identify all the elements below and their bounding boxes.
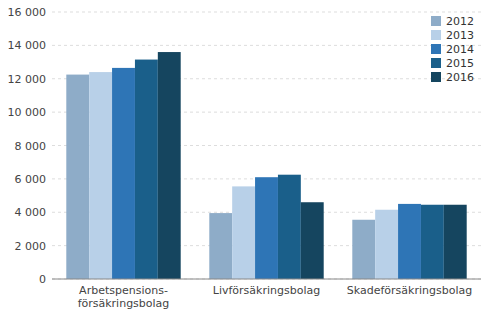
x-axis-line — [52, 279, 481, 280]
grid-line — [52, 45, 481, 46]
x-tick-label: Livförsäkringsbolag — [213, 284, 320, 297]
y-tick-label: 16 000 — [8, 6, 47, 19]
bar — [278, 175, 301, 279]
bar — [209, 213, 232, 279]
bars — [66, 52, 466, 279]
y-tick-label: 12 000 — [8, 73, 47, 86]
bar — [89, 72, 112, 279]
legend-swatch — [431, 30, 441, 40]
y-tick-label: 0 — [39, 273, 46, 286]
bar — [375, 210, 398, 279]
bar — [135, 60, 158, 279]
x-tick-label: Arbetspensions-försäkringsbolag — [78, 284, 170, 310]
x-tick-label-line: Livförsäkringsbolag — [213, 284, 320, 297]
x-tick-label: Skadeförsäkringsbolag — [347, 284, 472, 297]
bar — [444, 205, 467, 279]
x-tick-label-line: Arbetspensions- — [79, 284, 168, 297]
y-tick-label: 6 000 — [15, 173, 47, 186]
legend-label: 2016 — [446, 71, 474, 84]
legend-swatch — [431, 16, 441, 26]
y-tick-label: 10 000 — [8, 106, 47, 119]
bar — [232, 186, 255, 279]
x-tick-label-line: försäkringsbolag — [78, 297, 170, 310]
legend-swatch — [431, 44, 441, 54]
grid-line — [52, 279, 481, 280]
bar — [158, 52, 181, 279]
bar — [66, 75, 89, 279]
y-tick-label: 8 000 — [15, 140, 47, 153]
y-tick-label: 2 000 — [15, 240, 47, 253]
y-tick-label: 14 000 — [8, 39, 47, 52]
bar — [112, 68, 135, 279]
legend: 20122013201420152016 — [431, 15, 474, 84]
bar — [352, 220, 375, 279]
chart: 0 2 000 4 000 6 000 8 000 10 000 12 000 14 000 1… — [0, 0, 491, 319]
y-tick-label: 4 000 — [15, 206, 47, 219]
legend-label: 2015 — [446, 57, 474, 70]
bar — [301, 202, 324, 279]
bar — [421, 205, 444, 279]
grid-line — [52, 12, 481, 13]
bar — [255, 177, 278, 279]
x-tick-label-line: Skadeförsäkringsbolag — [347, 284, 472, 297]
legend-label: 2012 — [446, 15, 474, 28]
bar — [398, 204, 421, 279]
legend-label: 2013 — [446, 29, 474, 42]
legend-label: 2014 — [446, 43, 474, 56]
legend-swatch — [431, 58, 441, 68]
legend-swatch — [431, 72, 441, 82]
